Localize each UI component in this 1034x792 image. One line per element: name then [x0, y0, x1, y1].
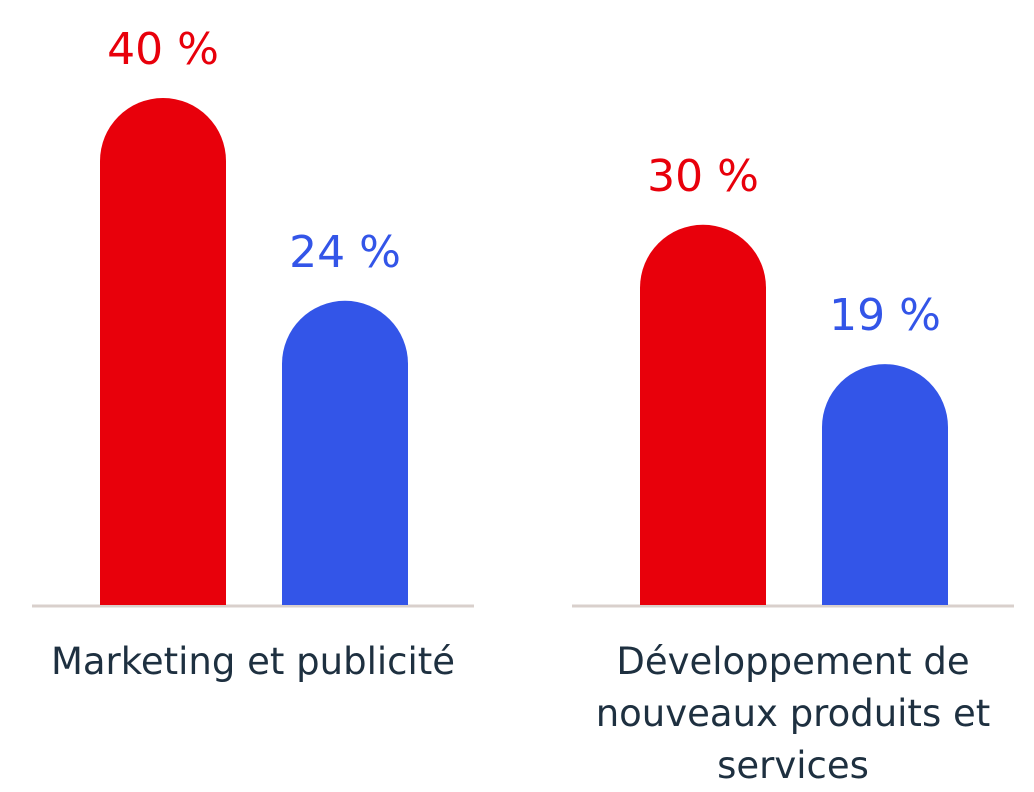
value-label: 40 %	[107, 24, 219, 75]
value-label: 19 %	[829, 290, 941, 341]
bar	[100, 98, 226, 605]
value-label: 24 %	[289, 227, 401, 278]
category-label: Marketing et publicité	[50, 640, 456, 683]
bar	[640, 224, 766, 606]
bar	[282, 300, 408, 605]
bar	[822, 364, 948, 605]
value-label: 30 %	[647, 151, 759, 202]
category-label: Développement de nouveaux produits et se…	[595, 640, 991, 787]
